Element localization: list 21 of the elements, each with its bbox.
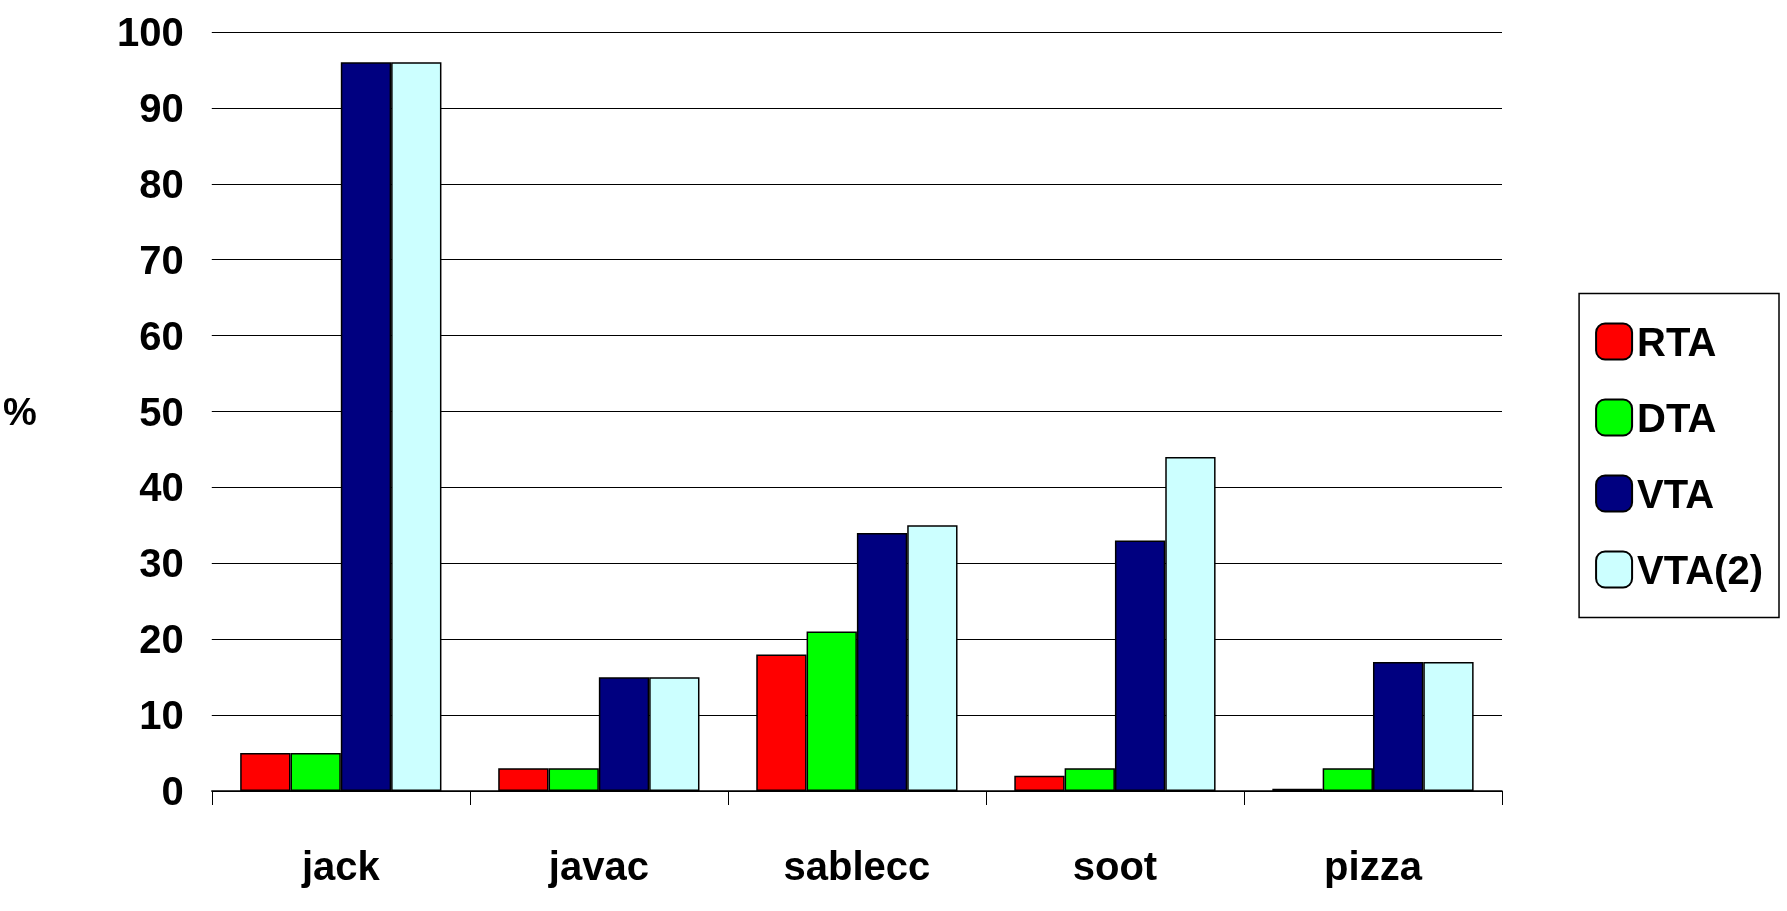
legend-label: VTA(2) — [1637, 547, 1763, 592]
y-tick-label: 50 — [139, 389, 184, 434]
y-tick-label: 10 — [139, 693, 184, 738]
x-tick-label: javac — [547, 844, 649, 888]
legend-label: DTA — [1637, 395, 1717, 440]
y-tick-label: 90 — [139, 85, 184, 130]
y-tick-label: 40 — [139, 465, 184, 510]
y-tick-label: 70 — [139, 237, 184, 282]
y-tick-label: 80 — [139, 161, 184, 206]
y-tick-label: 20 — [139, 617, 184, 662]
y-tick-label: 0 — [161, 769, 184, 813]
x-tick-label: pizza — [1324, 844, 1423, 888]
y-axis-title: % — [2, 390, 37, 433]
x-tick-label: jack — [300, 844, 381, 888]
x-tick-label: soot — [1072, 844, 1158, 888]
y-tick-label: 30 — [139, 541, 184, 586]
legend-label: VTA — [1637, 471, 1715, 516]
y-tick-label: 100 — [117, 10, 184, 54]
x-tick-label: sablecc — [783, 844, 931, 888]
legend-label: RTA — [1637, 319, 1717, 364]
y-tick-label: 60 — [139, 313, 184, 358]
